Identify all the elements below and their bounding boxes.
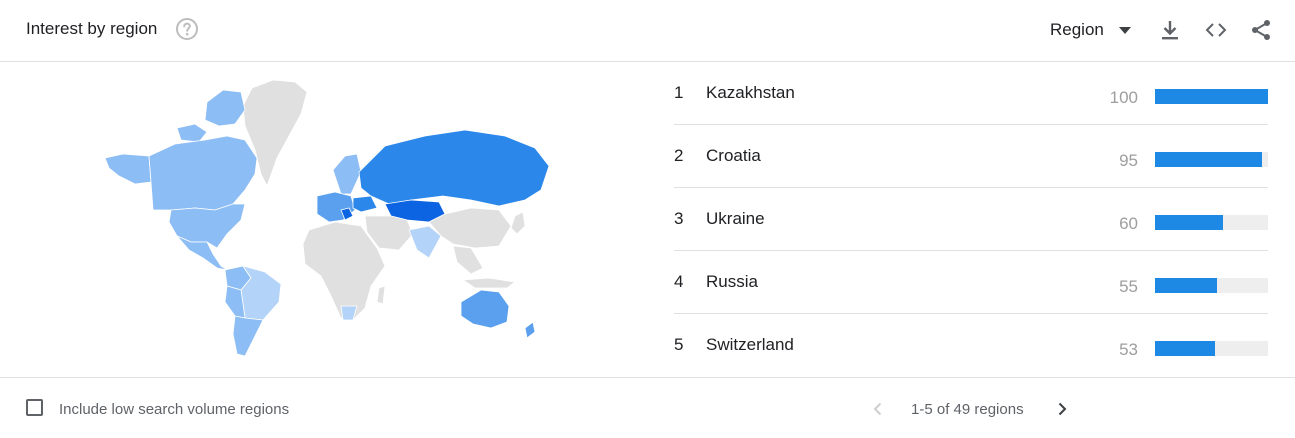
region-value: 100 [1109,88,1138,107]
region-row[interactable]: 2 Croatia 95 [674,125,1268,188]
pagination-status: 1-5 of 49 regions [911,401,1024,418]
region-bar-fill [1155,89,1268,104]
map-region-canada-islands[interactable] [204,89,246,127]
region-row[interactable]: 1 Kazakhstan 100 [674,62,1268,125]
region-bar-track [1155,278,1268,293]
region-row[interactable]: 4 Russia 55 [674,251,1268,314]
region-bar-track [1155,152,1268,167]
widget-header: Interest by region Region [0,0,1295,62]
help-circle-icon[interactable] [175,17,199,41]
download-icon[interactable] [1158,18,1182,42]
region-value: 60 [1119,214,1138,233]
region-value: 95 [1119,151,1138,170]
region-bar-track [1155,341,1268,356]
map-region-croatia[interactable] [340,207,354,221]
region-rank: 5 [674,335,684,354]
map-region-south-africa[interactable] [340,305,358,321]
map-region-alaska[interactable] [104,153,152,185]
chevron-left-icon[interactable] [869,400,887,418]
region-list: 1 Kazakhstan 100 2 Croatia 95 3 Ukraine … [674,62,1268,376]
region-dropdown[interactable]: Region [1050,17,1132,43]
share-icon[interactable] [1249,18,1273,42]
widget-footer: Include low search volume regions 1-5 of… [0,377,1295,438]
region-bar-fill [1155,152,1263,167]
region-rank: 3 [674,209,684,228]
map-region-greenland[interactable] [242,79,308,188]
map-region-canada-islands-2[interactable] [176,123,208,143]
map-region-australia[interactable] [460,289,510,329]
region-name[interactable]: Russia [706,272,758,291]
world-map[interactable] [95,70,565,365]
low-volume-checkbox-label[interactable]: Include low search volume regions [59,401,290,418]
region-name[interactable]: Kazakhstan [706,83,795,102]
region-bar-fill [1155,341,1215,356]
region-name[interactable]: Ukraine [706,209,765,228]
region-bar-fill [1155,278,1218,293]
map-region-canada[interactable] [148,135,258,211]
map-region-japan[interactable] [510,211,526,235]
map-region-africa[interactable] [302,221,386,321]
region-value: 55 [1119,277,1138,296]
map-region-new-zealand[interactable] [524,321,536,339]
embed-code-icon[interactable] [1204,18,1228,42]
map-region-ukraine[interactable] [352,195,378,213]
region-row[interactable]: 5 Switzerland 53 [674,314,1268,376]
map-region-middle-east[interactable] [364,215,414,251]
map-region-indonesia[interactable] [461,277,517,289]
map-region-madagascar[interactable] [376,285,386,305]
arrow-drop-down-icon [1118,27,1131,34]
region-dropdown-value: Region [1050,20,1104,39]
region-rank: 1 [674,83,684,102]
map-region-southeast-asia[interactable] [452,245,484,275]
map-region-china[interactable] [428,207,512,249]
map-region-usa[interactable] [168,203,246,249]
region-name[interactable]: Croatia [706,146,761,165]
region-name[interactable]: Switzerland [706,335,794,354]
region-bar-track [1155,89,1268,104]
region-row[interactable]: 3 Ukraine 60 [674,188,1268,251]
map-region-russia[interactable] [358,129,550,207]
low-volume-checkbox[interactable] [26,399,43,416]
map-region-mexico[interactable] [176,235,228,271]
map-region-scandinavia[interactable] [332,153,362,195]
region-bar-fill [1155,215,1223,230]
region-bar-track [1155,215,1268,230]
map-region-india[interactable] [408,225,442,259]
region-value: 53 [1119,340,1138,359]
chevron-right-icon[interactable] [1053,400,1071,418]
widget-title: Interest by region [26,19,158,38]
region-rank: 4 [674,272,684,291]
region-rank: 2 [674,146,684,165]
map-region-argentina[interactable] [232,315,264,357]
